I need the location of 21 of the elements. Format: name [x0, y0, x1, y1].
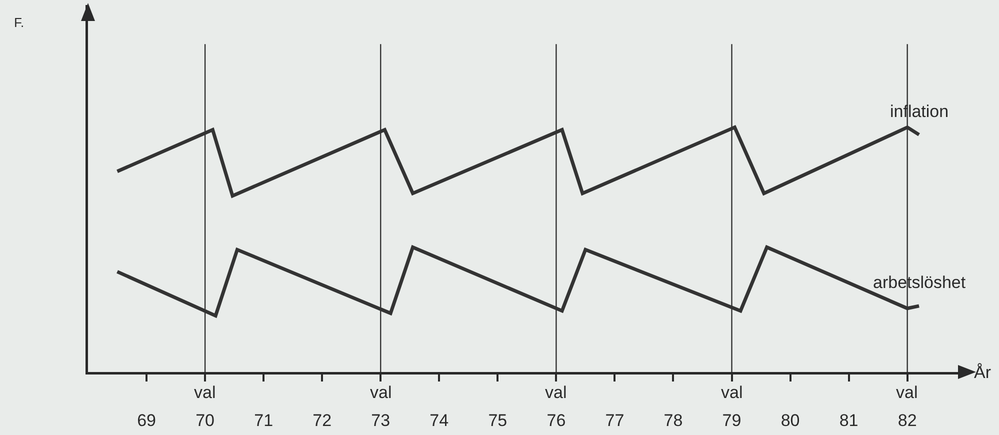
x-tick-label: 79: [722, 410, 742, 430]
text: F.: [14, 15, 24, 30]
x-tick-label: 72: [312, 410, 332, 430]
x-tick-label: 73: [371, 410, 390, 430]
x-tick-label: 74: [430, 410, 449, 430]
ref-line-label: val: [721, 383, 743, 402]
x-tick-label: 82: [898, 410, 917, 430]
x-tick-label: 78: [664, 410, 683, 430]
ref-line-label: val: [370, 383, 392, 402]
x-tick-label: 70: [196, 410, 215, 430]
ref-line-label: val: [896, 383, 918, 402]
x-tick-label: 80: [780, 410, 800, 430]
x-tick-label: 77: [605, 410, 624, 430]
x-tick-label: 69: [137, 410, 156, 430]
x-tick-label: 75: [488, 410, 508, 430]
x-tick-label: 81: [839, 410, 858, 430]
x-axis-title: År: [974, 363, 992, 382]
ref-line-label: val: [545, 383, 567, 402]
ref-line-label: val: [194, 383, 216, 402]
x-tick-label: 76: [546, 410, 566, 430]
x-tick-label: 71: [254, 410, 274, 430]
